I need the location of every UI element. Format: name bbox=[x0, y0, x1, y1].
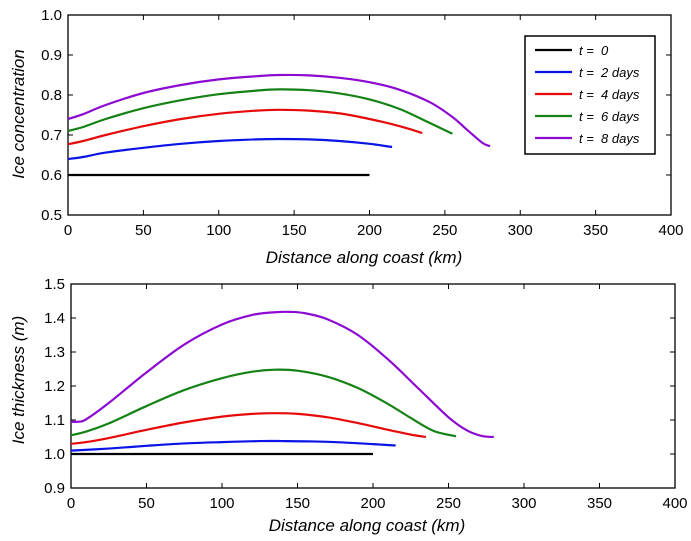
y-tick-label: 1.3 bbox=[44, 344, 65, 361]
legend-label: t = 4 days bbox=[579, 87, 640, 102]
x-tick-label: 300 bbox=[511, 495, 536, 512]
x-tick-label: 250 bbox=[432, 222, 457, 239]
legend-label: t = 0 bbox=[579, 43, 609, 58]
x-tick-label: 250 bbox=[436, 495, 461, 512]
x-tick-label: 0 bbox=[67, 495, 75, 512]
y-tick-label: 1.4 bbox=[44, 310, 65, 327]
x-tick-label: 400 bbox=[662, 495, 687, 512]
panel-top-ylabel: Ice concentration bbox=[9, 49, 28, 178]
panel-top-xlabel: Distance along coast (km) bbox=[266, 248, 463, 267]
y-tick-label: 0.7 bbox=[41, 127, 62, 144]
x-tick-label: 350 bbox=[587, 495, 612, 512]
x-tick-label: 50 bbox=[135, 222, 152, 239]
x-tick-label: 100 bbox=[209, 495, 234, 512]
series-line-2 bbox=[67, 108, 423, 146]
panel-bottom-ylabel: Ice thickness (m) bbox=[9, 316, 28, 444]
x-tick-label: 200 bbox=[360, 495, 385, 512]
series-line-4 bbox=[70, 310, 494, 439]
legend-label: t = 2 days bbox=[579, 65, 640, 80]
x-tick-label: 200 bbox=[357, 222, 382, 239]
x-tick-label: 300 bbox=[508, 222, 533, 239]
plot-frame bbox=[70, 283, 676, 489]
ice-concentration-panel: Ice concentration Distance along coast (… bbox=[9, 7, 684, 267]
series-line-2 bbox=[70, 412, 427, 445]
x-tick-label: 350 bbox=[583, 222, 608, 239]
x-tick-label: 150 bbox=[285, 495, 310, 512]
legend: t = 0 t = 2 days t = 4 days t = 6 days t… bbox=[524, 35, 656, 155]
legend-label: t = 6 days bbox=[579, 109, 640, 124]
x-tick-label: 100 bbox=[206, 222, 231, 239]
series-line-1 bbox=[67, 137, 393, 161]
x-tick-label: 50 bbox=[138, 495, 155, 512]
series-line-4 bbox=[67, 73, 491, 148]
legend-label: t = 8 days bbox=[579, 131, 640, 146]
x-tick-label: 400 bbox=[658, 222, 683, 239]
panel-bottom-xlabel: Distance along coast (km) bbox=[269, 516, 466, 535]
series-line-3 bbox=[70, 368, 457, 438]
y-tick-label: 0.9 bbox=[41, 47, 62, 64]
y-tick-label: 0.5 bbox=[41, 207, 62, 224]
x-tick-label: 150 bbox=[282, 222, 307, 239]
y-tick-label: 0.8 bbox=[41, 87, 62, 104]
y-tick-label: 1.2 bbox=[44, 378, 65, 395]
series-line-3 bbox=[67, 88, 453, 135]
ice-thickness-panel: Ice thickness (m) Distance along coast (… bbox=[9, 276, 688, 535]
y-tick-label: 0.6 bbox=[41, 167, 62, 184]
y-tick-label: 1.5 bbox=[44, 276, 65, 293]
y-tick-label: 1.0 bbox=[41, 7, 62, 24]
y-tick-label: 1.1 bbox=[44, 412, 65, 429]
series-line-1 bbox=[70, 439, 396, 452]
y-tick-label: 1.0 bbox=[44, 446, 65, 463]
y-tick-label: 0.9 bbox=[44, 480, 65, 497]
x-tick-label: 0 bbox=[64, 222, 72, 239]
